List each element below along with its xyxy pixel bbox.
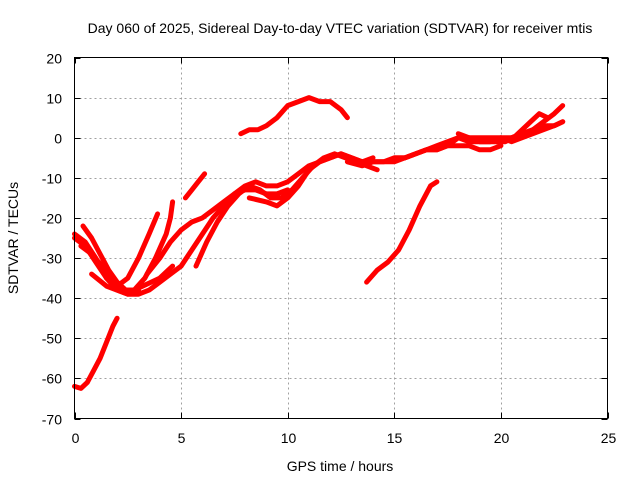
grid <box>74 57 608 419</box>
y-tick-label: -60 <box>42 371 62 387</box>
chart-title: Day 060 of 2025, Sidereal Day-to-day VTE… <box>88 20 593 36</box>
x-axis-label: GPS time / hours <box>287 458 394 474</box>
y-tick-label: -30 <box>42 251 62 267</box>
series-arc-13 <box>364 179 440 285</box>
series-arc-16 <box>494 111 551 145</box>
series-arc-6 <box>89 151 376 297</box>
x-tick-label: 10 <box>281 430 297 446</box>
x-tick-label: 5 <box>178 430 186 446</box>
series-group <box>72 95 566 391</box>
series-arc-10 <box>238 95 350 137</box>
series-arc-9 <box>182 171 208 201</box>
series-arc-1 <box>72 315 120 391</box>
axis-ticks <box>74 57 609 420</box>
y-tick-label: -50 <box>42 331 62 347</box>
x-tick-label: 20 <box>494 430 510 446</box>
y-tick-label: 10 <box>46 91 62 107</box>
y-axis-label: SDTVAR / TECUs <box>5 182 21 294</box>
y-tick-label: -10 <box>42 171 62 187</box>
y-tick-label: -20 <box>42 211 62 227</box>
x-tick-label: 25 <box>601 430 617 446</box>
y-tick-label: 0 <box>54 131 62 147</box>
series-arc-4 <box>80 223 176 293</box>
x-tick-label: 0 <box>72 430 80 446</box>
plot-frame <box>74 57 608 419</box>
y-tick-labels: 20 10 0 -10 -20 -30 -40 -50 -60 -70 <box>42 51 62 428</box>
y-tick-label: -70 <box>42 412 62 428</box>
y-tick-label: -40 <box>42 291 62 307</box>
y-tick-label: 20 <box>46 51 62 67</box>
x-tick-labels: 0 5 10 15 20 25 <box>72 430 617 446</box>
x-tick-label: 15 <box>387 430 403 446</box>
series-arc-8 <box>193 151 380 269</box>
